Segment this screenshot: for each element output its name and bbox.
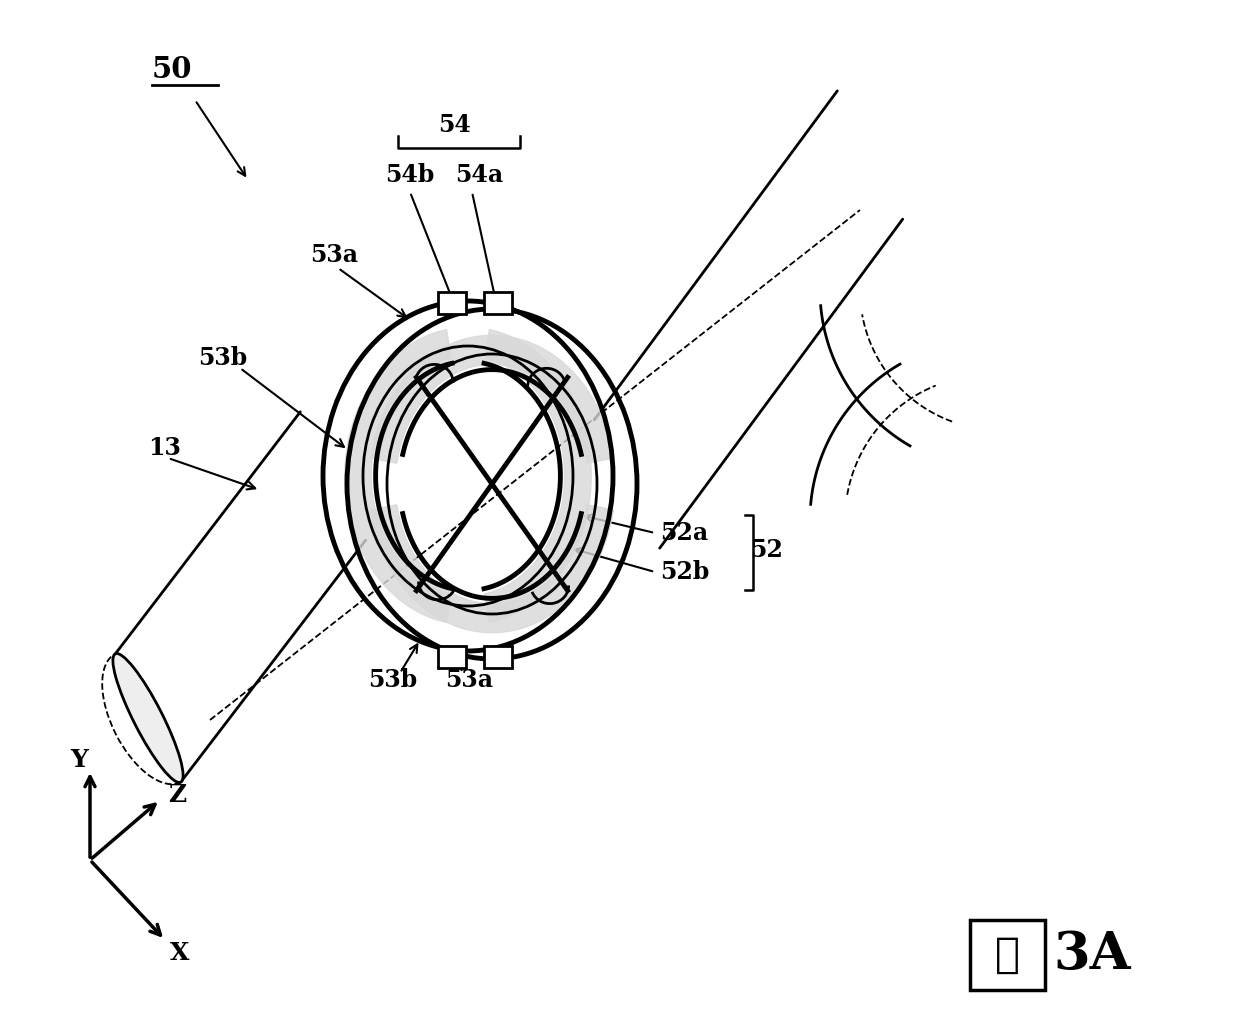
Text: 53a: 53a <box>310 243 357 267</box>
Text: 53b: 53b <box>367 668 418 692</box>
Bar <box>484 646 512 668</box>
Text: 54: 54 <box>439 113 472 137</box>
Text: 53a: 53a <box>445 668 493 692</box>
Bar <box>971 920 1045 990</box>
Text: 50: 50 <box>152 55 193 84</box>
Bar <box>438 292 466 314</box>
Text: Z: Z <box>168 783 186 807</box>
Polygon shape <box>371 335 613 463</box>
Bar <box>438 646 466 668</box>
Text: 54b: 54b <box>385 163 434 187</box>
Text: 54a: 54a <box>455 163 503 187</box>
Text: 53b: 53b <box>198 346 247 370</box>
Text: X: X <box>171 941 189 965</box>
Ellipse shape <box>113 653 183 783</box>
Text: 52b: 52b <box>660 560 710 584</box>
Polygon shape <box>485 330 591 622</box>
Text: 13: 13 <box>148 436 181 460</box>
Polygon shape <box>345 330 451 622</box>
Polygon shape <box>371 504 613 633</box>
Text: 52: 52 <box>750 538 782 562</box>
Text: 52a: 52a <box>660 521 709 545</box>
Text: 3A: 3A <box>1053 929 1131 981</box>
Text: Y: Y <box>70 748 88 772</box>
Bar <box>484 292 512 314</box>
Text: 図: 図 <box>994 934 1020 976</box>
